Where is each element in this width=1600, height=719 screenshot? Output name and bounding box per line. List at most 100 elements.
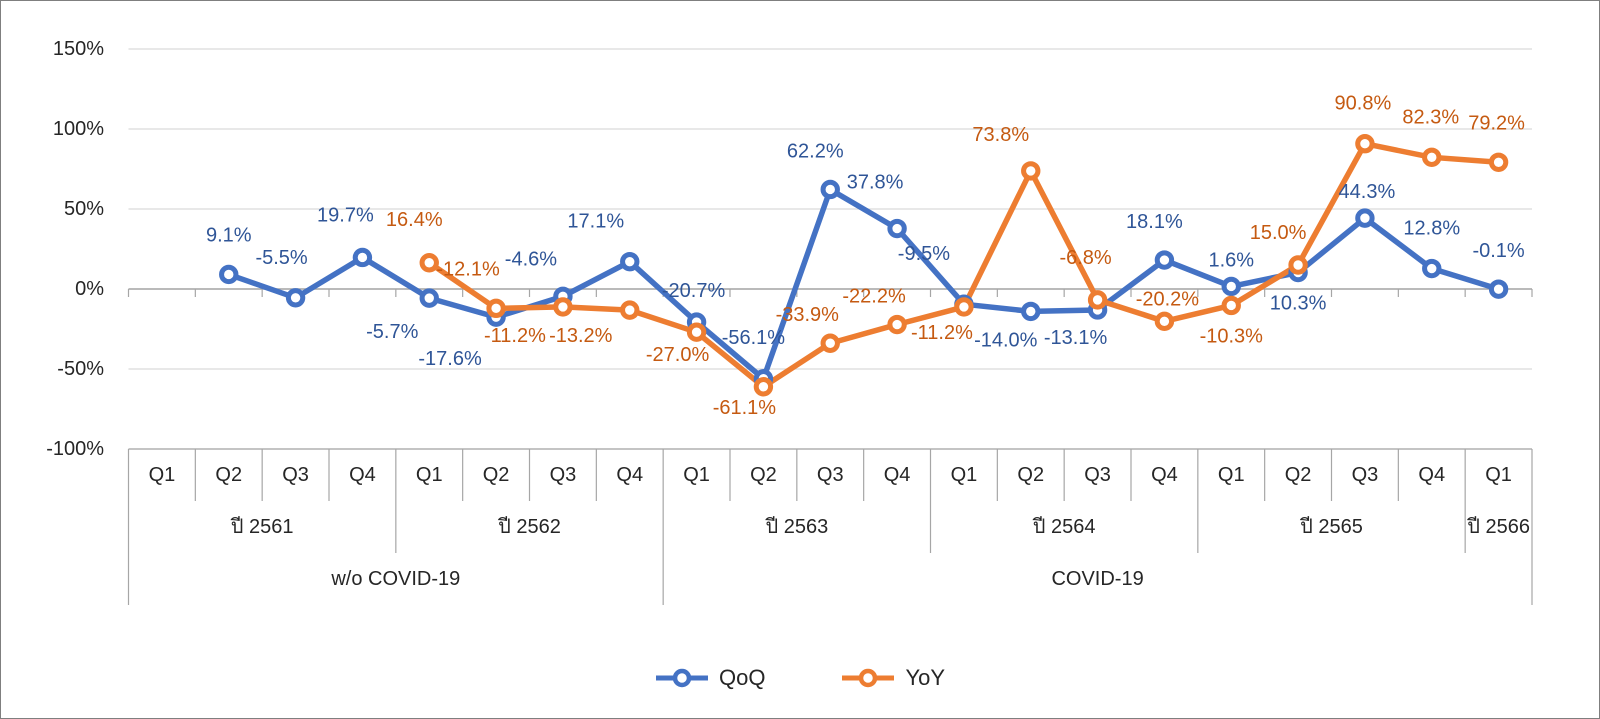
quarter-label: Q4	[1418, 464, 1445, 486]
quarter-label: Q1	[149, 464, 176, 486]
quarter-label: Q4	[1151, 464, 1178, 486]
yoy-legend-marker-icon	[842, 668, 895, 688]
qoq-data-label: 12.8%	[1403, 218, 1460, 240]
qoq-data-label: -4.6%	[505, 248, 557, 270]
yoy-marker	[1488, 152, 1509, 172]
y-tick-label: -50%	[57, 358, 104, 380]
qoq-data-label: -13.1%	[1044, 327, 1108, 349]
y-tick-label: 100%	[53, 118, 104, 140]
yoy-data-label: -20.2%	[1136, 288, 1200, 310]
qoq-data-label: 18.1%	[1126, 211, 1183, 233]
qoq-marker	[620, 251, 640, 272]
year-label: ปี 2563	[765, 516, 828, 538]
qoq-marker	[219, 264, 239, 285]
yoy-marker	[1355, 134, 1375, 154]
qoq-data-label: -56.1%	[722, 327, 786, 349]
yoy-data-label: -61.1%	[713, 397, 777, 419]
group-label: COVID-19	[1051, 568, 1143, 590]
yoy-data-label: 15.0%	[1250, 222, 1307, 244]
quarter-label: Q3	[1352, 464, 1379, 486]
qoq-marker	[887, 218, 907, 239]
qoq-data-label: 1.6%	[1208, 249, 1254, 271]
yoy-marker	[553, 297, 573, 317]
quarter-label: Q1	[683, 464, 710, 486]
qoq-data-label: -5.5%	[255, 247, 307, 269]
quarter-label: Q3	[550, 464, 577, 486]
quarter-label: Q4	[349, 464, 376, 486]
year-label: ปี 2562	[498, 516, 561, 538]
qoq-marker	[1154, 250, 1175, 270]
quarter-label: Q4	[616, 464, 643, 486]
yoy-marker	[1288, 255, 1308, 275]
quarter-label: Q4	[884, 464, 911, 486]
yoy-data-label: -12.1%	[436, 258, 500, 280]
yoy-data-label: -22.2%	[842, 286, 906, 308]
yoy-marker	[486, 298, 506, 319]
qoq-data-label: -20.7%	[662, 280, 726, 302]
quarter-label: Q2	[1017, 464, 1044, 486]
yoy-data-label: -11.2%	[484, 325, 546, 347]
yoy-data-label: -11.2%	[911, 322, 973, 344]
yoy-marker	[1422, 147, 1442, 168]
qoq-marker	[352, 247, 373, 268]
qoq-marker	[419, 288, 439, 308]
qoq-legend-marker-icon	[655, 668, 708, 688]
year-label: ปี 2561	[231, 516, 294, 538]
legend-item-qoq: QoQ	[655, 665, 765, 691]
yoy-marker	[753, 377, 774, 397]
yoy-data-label: 82.3%	[1402, 106, 1459, 128]
yoy-data-label: -33.9%	[776, 304, 840, 326]
yoy-data-label: -27.0%	[646, 344, 710, 366]
qoq-marker	[285, 288, 306, 308]
qoq-data-label: 17.1%	[567, 211, 624, 233]
yoy-marker	[419, 253, 439, 273]
quarter-label: Q1	[1485, 464, 1512, 486]
y-tick-label: 0%	[75, 278, 104, 300]
qoq-data-label: -17.6%	[418, 348, 482, 370]
yoy-data-label: -6.8%	[1059, 247, 1111, 269]
quarter-label: Q1	[416, 464, 443, 486]
yoy-data-label: -13.2%	[549, 325, 613, 347]
qoq-data-label: 37.8%	[847, 172, 904, 194]
legend-label-qoq: QoQ	[718, 665, 766, 690]
yoy-marker	[820, 333, 840, 353]
year-label: ปี 2564	[1033, 516, 1096, 538]
quarter-label: Q3	[817, 464, 844, 486]
qoq-data-label: 19.7%	[317, 204, 374, 226]
qoq-marker	[1422, 258, 1442, 279]
y-tick-label: 50%	[64, 198, 104, 220]
yoy-data-label: 79.2%	[1468, 112, 1525, 134]
year-label: ปี 2566	[1467, 516, 1530, 538]
yoy-marker	[887, 314, 907, 335]
yoy-marker	[1154, 311, 1175, 332]
quarter-label: Q2	[1285, 464, 1312, 486]
quarter-label: Q1	[1218, 464, 1245, 486]
yoy-marker	[954, 297, 974, 317]
qoq-marker	[1021, 301, 1041, 322]
yoy-marker	[1021, 161, 1041, 181]
quarter-label: Q3	[1084, 464, 1111, 486]
yoy-marker	[620, 300, 640, 320]
yoy-data-label: -10.3%	[1200, 325, 1264, 347]
qoq-marker	[1221, 276, 1241, 297]
qoq-data-label: 62.2%	[787, 140, 844, 162]
y-tick-label: -100%	[46, 438, 104, 460]
legend: QoQ YoY	[1, 665, 1599, 691]
yoy-data-label: 16.4%	[386, 209, 443, 231]
quarter-label: Q2	[750, 464, 777, 486]
yoy-marker	[686, 322, 707, 342]
qoq-data-label: -14.0%	[974, 329, 1038, 351]
qoq-marker	[820, 179, 840, 200]
qoq-data-label: -9.5%	[898, 243, 950, 265]
qoq-data-label: 9.1%	[206, 224, 252, 246]
y-tick-label: 150%	[53, 38, 104, 60]
qoq-marker	[1488, 279, 1509, 299]
quarter-label: Q2	[483, 464, 510, 486]
legend-label-yoy: YoY	[905, 665, 946, 690]
qoq-data-label: -5.7%	[366, 321, 418, 343]
quarter-label: Q2	[215, 464, 242, 486]
quarter-label: Q3	[282, 464, 309, 486]
legend-item-yoy: YoY	[841, 665, 945, 691]
